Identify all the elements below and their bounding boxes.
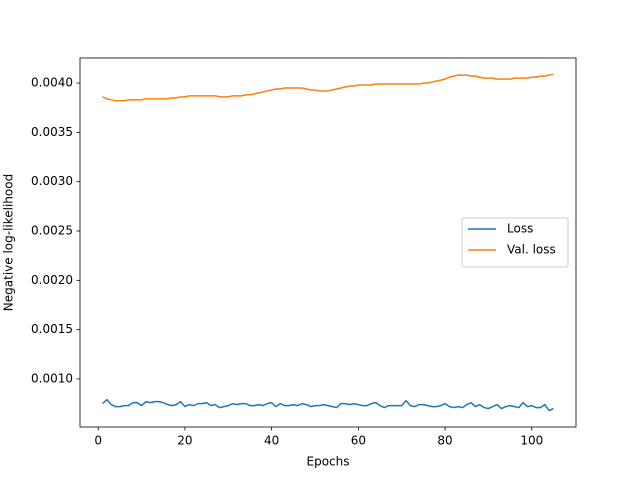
x-tick-label: 100 (520, 434, 543, 448)
legend-label: Loss (507, 222, 533, 236)
axes-frame (79, 57, 577, 428)
y-tick-label: 0.0035 (31, 125, 73, 139)
legend-label: Val. loss (507, 243, 556, 257)
x-tick-label: 20 (177, 434, 192, 448)
x-tick-label: 0 (94, 434, 102, 448)
y-tick-label: 0.0040 (31, 76, 73, 90)
x-tick-label: 60 (351, 434, 366, 448)
x-axis-label: Epochs (307, 455, 350, 469)
y-tick-label: 0.0030 (31, 174, 73, 188)
y-tick-label: 0.0015 (31, 322, 73, 336)
y-tick-label: 0.0010 (31, 371, 73, 385)
y-axis-label: Negative log-likelihood (2, 174, 16, 311)
line-series (102, 398, 554, 412)
line-series (102, 73, 554, 102)
x-tick-label: 80 (437, 434, 452, 448)
legend-box (461, 217, 569, 268)
y-tick-label: 0.0025 (31, 224, 73, 238)
y-tick-label: 0.0020 (31, 273, 73, 287)
x-tick-label: 40 (264, 434, 279, 448)
